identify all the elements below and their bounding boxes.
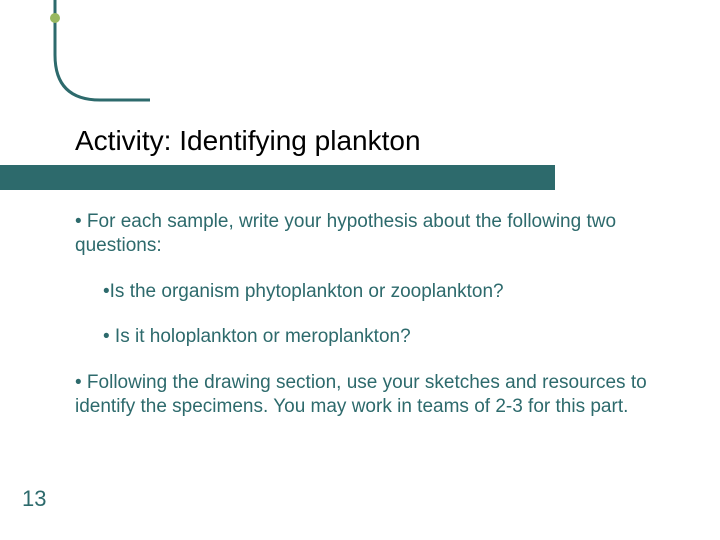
bullet-main-2: • Following the drawing section, use you… xyxy=(75,371,680,419)
slide-title: Activity: Identifying plankton xyxy=(75,125,421,157)
page-number: 13 xyxy=(22,486,46,512)
bullet-sub-1: •Is the organism phytoplankton or zoopla… xyxy=(103,280,680,304)
slide-container: Activity: Identifying plankton • For eac… xyxy=(0,0,720,540)
bullet-sub-2: • Is it holoplankton or meroplankton? xyxy=(103,325,680,349)
slide-content: • For each sample, write your hypothesis… xyxy=(75,210,680,441)
bullet-main-1: • For each sample, write your hypothesis… xyxy=(75,210,680,258)
corner-arc-decoration xyxy=(0,0,150,130)
title-underline-bar xyxy=(0,165,555,190)
